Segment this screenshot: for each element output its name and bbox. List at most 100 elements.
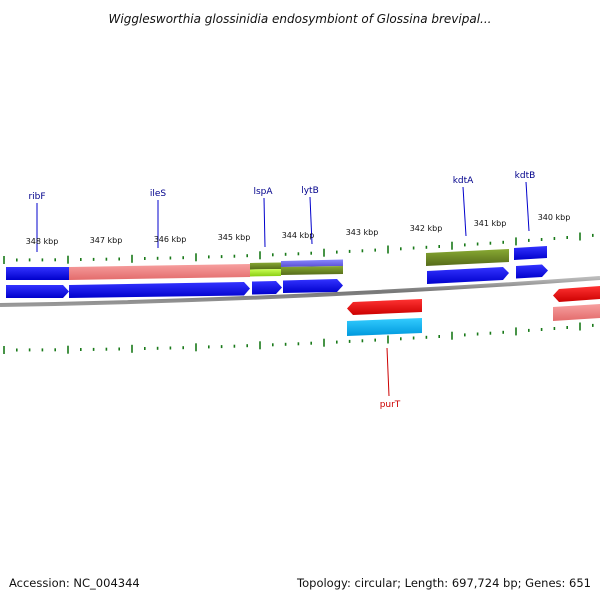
inner-tick <box>579 322 581 331</box>
inner-tick <box>169 346 172 350</box>
inner-tick <box>105 347 108 351</box>
feature-lspA-outer-bottom[interactable] <box>250 269 281 277</box>
outer-tick <box>374 248 376 252</box>
feature-lytB-arrow[interactable] <box>283 279 343 293</box>
feature-purT-arrow[interactable] <box>347 299 422 315</box>
scale-labels: 348 kbp 347 kbp 346 kbp 345 kbp 344 kbp … <box>26 213 571 246</box>
gene-label-kdtB[interactable]: kdtB <box>515 171 536 232</box>
outer-tick <box>284 252 287 256</box>
scale-label-346: 346 kbp <box>154 235 187 244</box>
feature-kdtB-arrow[interactable] <box>516 264 548 279</box>
outer-tick <box>246 254 248 258</box>
inner-tick <box>451 331 453 340</box>
outer-tick <box>80 258 82 261</box>
outer-tick <box>272 253 274 257</box>
genes-label: Genes: <box>525 576 566 590</box>
outer-tick <box>259 251 261 260</box>
feature-right-red-arrow[interactable] <box>553 286 600 302</box>
inner-tick <box>220 345 223 349</box>
outer-tick <box>41 258 44 262</box>
inner-tick <box>412 336 415 340</box>
gene-name-ribF: ribF <box>28 192 45 202</box>
outer-tick <box>515 237 517 246</box>
outer-tick <box>16 258 18 262</box>
topology-label: Topology: <box>297 576 351 590</box>
outer-tick <box>195 253 197 262</box>
topology-text: circular <box>354 576 398 590</box>
feature-ileS-arrow[interactable] <box>69 282 250 298</box>
feature-ribF-arrow[interactable] <box>6 285 69 298</box>
outer-tick <box>489 241 492 245</box>
scale-label-345: 345 kbp <box>218 233 251 242</box>
gene-name-lspA: lspA <box>253 187 273 197</box>
inner-tick <box>464 333 466 337</box>
outer-tick <box>553 237 556 240</box>
outer-tick <box>297 252 300 256</box>
inner-tick <box>259 341 261 350</box>
gene-label-lytB[interactable]: lytB <box>301 186 319 245</box>
inner-tick <box>553 327 556 330</box>
feature-lspA-arrow[interactable] <box>252 281 282 295</box>
inner-tick <box>400 337 402 341</box>
outer-tick <box>28 258 31 262</box>
length-text: 697,724 bp <box>451 576 518 590</box>
genome-backbone <box>0 276 600 307</box>
feature-right-salmon[interactable] <box>553 304 600 321</box>
inner-tick <box>118 347 120 351</box>
outer-tick <box>310 251 312 255</box>
scale-label-348: 348 kbp <box>26 237 59 246</box>
inner-tick <box>310 341 312 345</box>
inner-tick <box>92 347 95 351</box>
outer-tick <box>425 245 428 249</box>
inner-tick <box>502 330 504 334</box>
gene-name-kdtB: kdtB <box>515 171 536 181</box>
gene-label-kdtA[interactable]: kdtA <box>453 176 474 237</box>
feature-lytB-outer-bottom[interactable] <box>281 266 343 275</box>
inner-tick <box>592 323 594 327</box>
inner-tick <box>348 339 351 343</box>
outer-tick <box>118 257 120 261</box>
inner-tick-track <box>3 322 594 354</box>
feature-kdtA-outer[interactable] <box>426 249 509 266</box>
feature-kdtA-arrow[interactable] <box>427 267 509 284</box>
outer-tick <box>476 242 479 246</box>
outer-tick <box>131 254 133 263</box>
feature-kdtB-outer[interactable] <box>514 246 547 260</box>
outer-tick <box>144 257 146 260</box>
gene-name-purT: purT <box>380 400 401 410</box>
inner-tick <box>284 342 287 346</box>
scale-label-341: 341 kbp <box>474 219 507 228</box>
inner-tick <box>528 328 530 332</box>
outer-tick <box>361 249 364 253</box>
feature-row-forward <box>6 264 548 298</box>
feature-lspA-outer-top[interactable] <box>250 262 281 270</box>
gene-label-purT[interactable]: purT <box>380 347 401 410</box>
outer-tick <box>169 256 172 260</box>
feature-lytB-outer-top[interactable] <box>281 259 343 268</box>
inner-tick <box>246 344 248 348</box>
inner-tick <box>476 332 479 336</box>
outer-tick <box>540 238 543 241</box>
accession-label: Accession: <box>9 576 70 590</box>
scale-label-340: 340 kbp <box>538 213 571 222</box>
inner-tick <box>54 348 56 352</box>
inner-tick <box>208 345 210 349</box>
gene-name-lytB: lytB <box>301 186 319 196</box>
inner-tick <box>323 338 325 347</box>
map-title: Wigglesworthia glossinidia endosymbiont … <box>109 12 492 26</box>
feature-ileS-outer[interactable] <box>69 264 250 280</box>
feature-purT-inner[interactable] <box>347 318 422 336</box>
gene-label-ribF[interactable]: ribF <box>28 192 46 252</box>
gene-label-lspA[interactable]: lspA <box>253 187 273 248</box>
outer-tick <box>220 255 223 259</box>
gene-name-ileS: ileS <box>150 189 167 199</box>
inner-tick <box>425 335 428 339</box>
gene-label-ileS[interactable]: ileS <box>150 189 167 248</box>
gene-name-kdtA: kdtA <box>453 176 474 186</box>
scale-label-343: 343 kbp <box>346 228 379 237</box>
gene-labels: ribF ileS lspA lytB kdtA kdtB purT <box>28 171 535 410</box>
outer-tick <box>208 255 210 259</box>
feature-ribF-outer[interactable] <box>6 267 69 280</box>
scale-label-347: 347 kbp <box>90 236 123 245</box>
